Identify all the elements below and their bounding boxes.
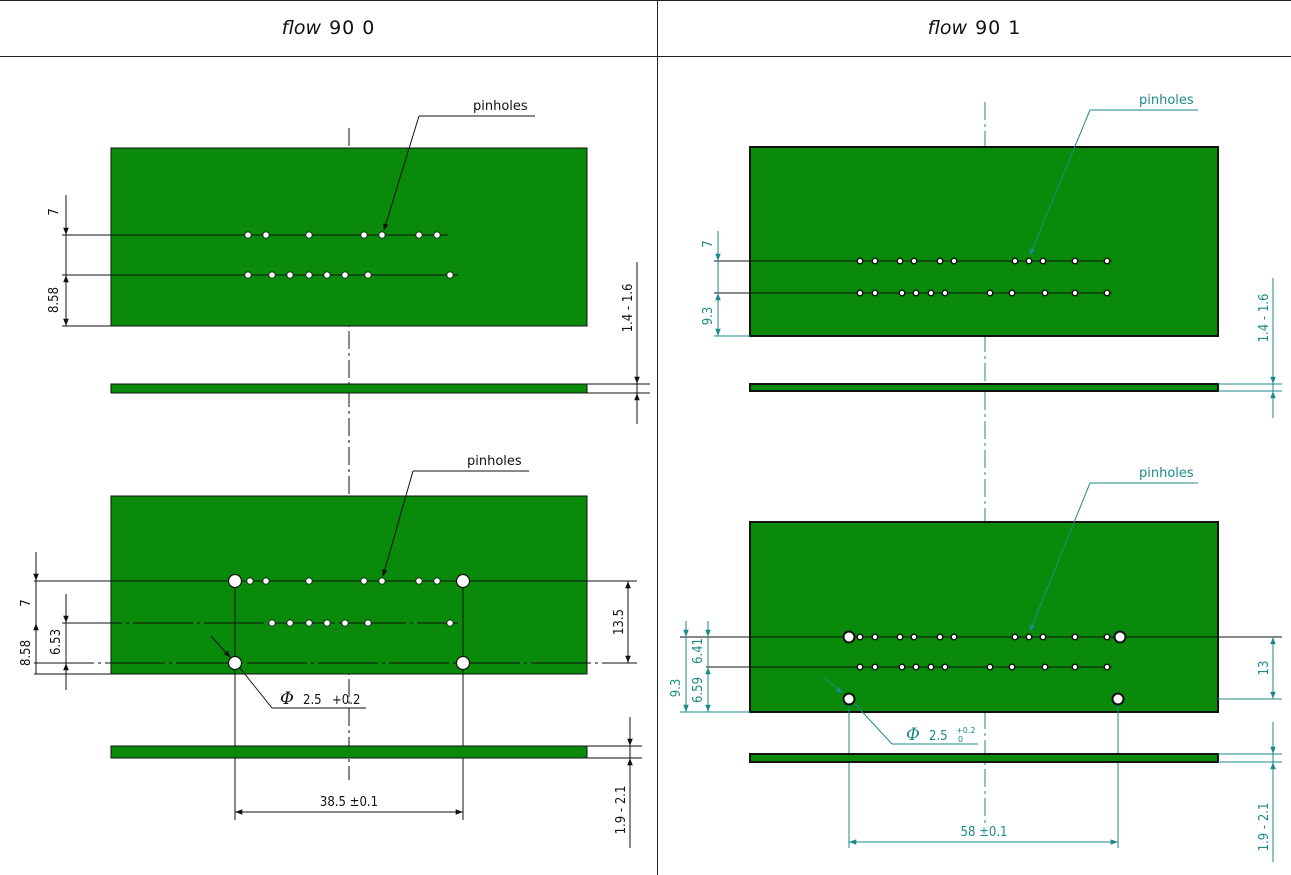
dim-row-gap: 6.59 (691, 677, 706, 703)
lower-board (749, 521, 1219, 713)
right-panel: 7 9.3 pinholes 1.4 - 1.6 (669, 93, 1282, 862)
dim-top-row: 6.41 (691, 638, 706, 664)
pinholes-label: pinholes (1139, 93, 1194, 108)
pinholes-row-1 (856, 633, 1111, 641)
dim-hole-diameter: 2.5 (929, 729, 948, 744)
pinholes-label: pinholes (467, 454, 522, 469)
upper-board (110, 147, 588, 327)
lower-board (110, 495, 588, 675)
header-italic: flow (927, 17, 968, 39)
pinholes-row-2 (268, 619, 454, 627)
pinholes-row-2 (244, 271, 454, 279)
pinholes-label: pinholes (473, 99, 528, 114)
pinholes-row-2 (856, 663, 1111, 671)
dim-thickness: 1.9 - 2.1 (1257, 803, 1272, 852)
dim-row-gap: 6.53 (49, 629, 64, 655)
dim-hole-tolerance-lower: 0 (958, 735, 963, 744)
header-number: 90 1 (975, 17, 1022, 39)
upper-board (749, 146, 1219, 337)
header-number: 90 0 (329, 17, 376, 39)
header-italic: flow (281, 17, 322, 39)
dim-hole-tolerance-upper: +0.2 (956, 726, 975, 735)
diameter-leader (239, 667, 273, 709)
dim-hole-tolerance: +0.2 (332, 693, 360, 708)
dim-thickness: 1.9 - 2.1 (614, 786, 629, 835)
pinholes-row-2 (856, 289, 1111, 297)
pinholes-row-1 (856, 257, 1111, 265)
dim-top-row: 7 (47, 208, 62, 215)
dim-hole-diameter: 2.5 (303, 693, 322, 708)
dim-top-row: 7 (19, 599, 34, 606)
table-top-border (0, 0, 1291, 1)
dim-bottom-row: 8.58 (47, 287, 62, 313)
dim-thickness: 1.4 - 1.6 (1257, 294, 1272, 343)
dim-thickness: 1.4 - 1.6 (621, 284, 636, 333)
dim-hole-span-vertical: 13 (1257, 661, 1272, 676)
lower-side-view (749, 753, 1219, 763)
diameter-symbol: Φ (280, 689, 294, 709)
lower-side-view (110, 745, 588, 759)
dim-bottom-row: 9.3 (669, 679, 684, 698)
dim-hole-span-horizontal: 58 ±0.1 (961, 825, 1008, 840)
diameter-symbol: Φ (906, 725, 920, 745)
pinholes-row-1 (246, 577, 441, 585)
left-panel: 7 8.58 pinholes 1.4 - 1.6 (19, 99, 650, 848)
mounting-holes (227, 573, 471, 671)
pinholes-row-1 (244, 231, 441, 239)
diameter-leader (854, 703, 893, 745)
dim-hole-span-horizontal: 38.5 ±0.1 (320, 795, 378, 810)
header-flow-90-1: flow 90 1 (658, 0, 1291, 56)
dim-hole-span-vertical: 13.5 (612, 609, 627, 635)
dim-top-row: 7 (701, 240, 716, 247)
header-divider (0, 56, 1291, 57)
upper-side-view (110, 383, 588, 394)
header-flow-90-0: flow 90 0 (0, 0, 657, 56)
mounting-holes (842, 630, 1127, 706)
column-divider (657, 0, 658, 875)
dim-bottom-row: 9.3 (701, 307, 716, 326)
dim-bottom-row: 8.58 (19, 640, 34, 666)
upper-side-view (749, 383, 1219, 392)
pinholes-label: pinholes (1139, 466, 1194, 481)
